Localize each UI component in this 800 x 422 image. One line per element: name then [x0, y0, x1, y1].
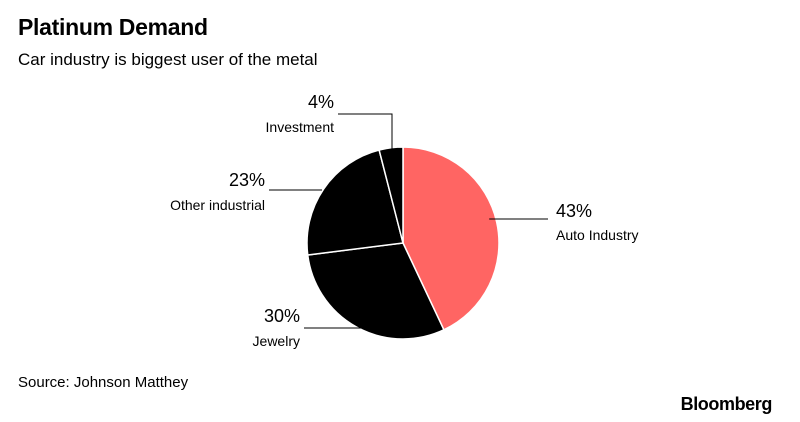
category-label-other-industrial: Other industrial [170, 197, 265, 213]
category-label-investment: Investment [266, 119, 335, 135]
pie-slice-auto-industry [402, 146, 500, 331]
category-label-auto-industry: Auto Industry [556, 227, 639, 243]
pie-slices [306, 146, 500, 340]
value-label-auto-industry: 43% [556, 201, 592, 221]
pie-slice-other-industrial [306, 149, 404, 256]
chart-subtitle: Car industry is biggest user of the meta… [18, 50, 318, 69]
leader-line-investment [338, 113, 393, 158]
value-label-jewelry: 30% [264, 306, 300, 326]
chart-title: Platinum Demand [18, 14, 208, 40]
bloomberg-logo: Bloomberg [680, 394, 773, 414]
pie-slice-investment [378, 146, 404, 244]
leader-lines [269, 113, 548, 329]
pie-slice-jewelry [306, 242, 445, 340]
value-label-other-industrial: 23% [229, 170, 265, 190]
value-label-investment: 4% [308, 92, 334, 112]
source-note: Source: Johnson Matthey [18, 374, 189, 391]
category-label-jewelry: Jewelry [253, 333, 300, 349]
